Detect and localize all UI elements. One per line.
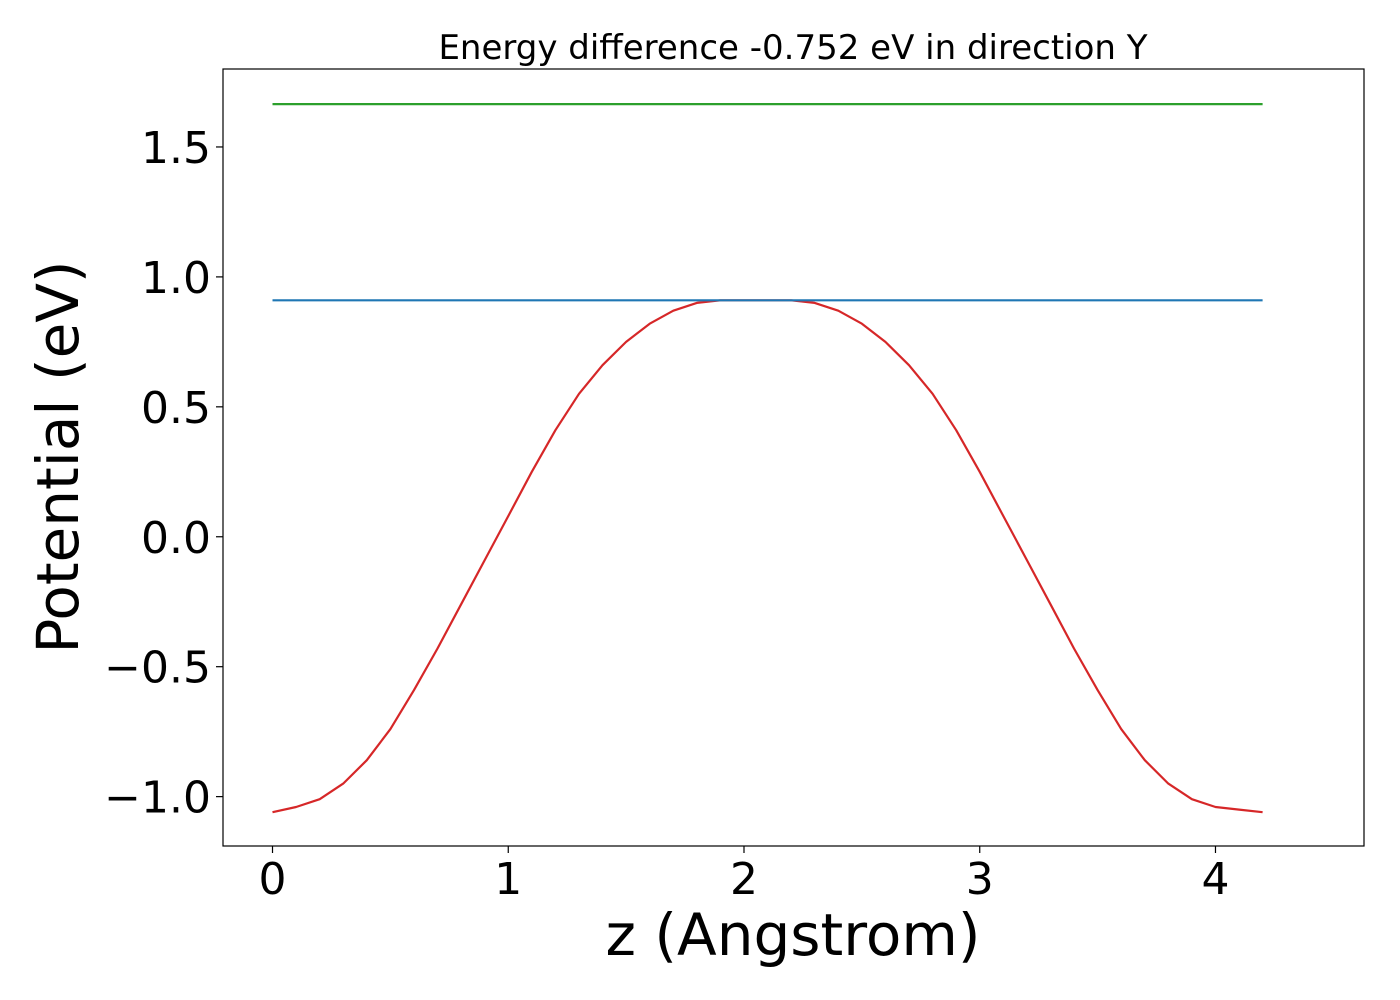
y-tick-label: −1.0 <box>104 773 211 824</box>
x-tick-label: 3 <box>966 854 994 905</box>
x-axis-ticks: 0 1 2 3 4 <box>259 846 1229 905</box>
x-axis-label: z (Angstrom) <box>606 901 981 969</box>
y-tick-label: 1.0 <box>141 253 211 304</box>
axes-frame <box>222 68 1365 847</box>
x-tick-label: 4 <box>1201 854 1229 905</box>
y-axis-ticks: −1.0 −0.5 0.0 0.5 1.0 1.5 <box>104 123 223 824</box>
series-layer <box>272 102 1263 814</box>
x-tick-label: 0 <box>259 854 287 905</box>
y-tick-label: 0.5 <box>141 383 211 434</box>
y-tick-label: 1.5 <box>141 123 211 174</box>
plot-area <box>223 69 1364 846</box>
y-axis-label: Potential (eV) <box>24 260 92 653</box>
y-tick-label: −0.5 <box>104 643 211 694</box>
x-tick-label: 2 <box>730 854 758 905</box>
chart-title: Energy difference -0.752 eV in direction… <box>438 28 1147 68</box>
y-tick-label: 0.0 <box>141 513 211 564</box>
x-tick-label: 1 <box>494 854 522 905</box>
